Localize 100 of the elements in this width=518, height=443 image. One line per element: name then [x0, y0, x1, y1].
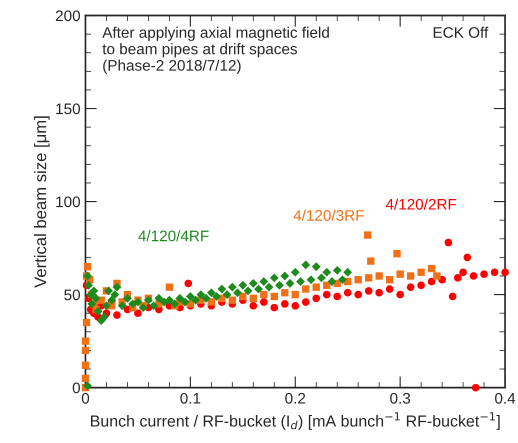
point: [175, 294, 184, 303]
point: [322, 290, 331, 298]
point: [333, 292, 342, 300]
point: [393, 250, 401, 258]
point: [281, 289, 288, 296]
point: [343, 268, 352, 277]
point: [107, 296, 116, 305]
point: [354, 276, 362, 284]
point: [170, 300, 180, 308]
point: [250, 302, 258, 310]
point: [260, 290, 268, 298]
y-tick-label: 0: [72, 382, 80, 394]
point: [228, 296, 236, 304]
point: [312, 262, 321, 272]
point: [84, 280, 94, 290]
point: [328, 277, 336, 286]
point: [302, 298, 310, 306]
point: [196, 290, 206, 299]
series-label: 4/120/3RF: [294, 210, 364, 221]
point: [244, 286, 252, 296]
point: [212, 292, 221, 301]
point: [301, 260, 310, 270]
point: [472, 384, 480, 392]
point: [433, 272, 441, 280]
point: [396, 270, 404, 278]
point: [144, 296, 153, 305]
x-tick-label: 0.4: [495, 392, 516, 404]
point: [338, 275, 347, 284]
point: [364, 287, 372, 295]
point: [270, 292, 278, 300]
point: [501, 268, 509, 276]
point: [386, 276, 394, 284]
point: [113, 311, 121, 319]
point: [82, 346, 90, 354]
point: [322, 268, 332, 277]
point: [280, 272, 290, 280]
point: [92, 294, 100, 303]
point: [264, 282, 274, 292]
point: [317, 273, 326, 282]
point: [323, 282, 330, 289]
point: [396, 290, 404, 298]
x-tick-label: 0.2: [285, 392, 306, 404]
point: [312, 294, 320, 302]
annotation: After applying axial magnetic field to beam pipes at drift spaces (Phase-2 2018/7/12): [102, 26, 329, 74]
point: [480, 270, 488, 278]
x-tick-label: 0.1: [180, 392, 200, 404]
point: [254, 284, 263, 294]
point: [470, 272, 478, 280]
point: [134, 298, 142, 306]
point: [104, 286, 113, 296]
point: [83, 381, 92, 390]
point: [208, 298, 216, 306]
point: [406, 283, 414, 291]
point: [332, 266, 342, 275]
point: [186, 292, 195, 301]
point: [376, 272, 383, 280]
point: [238, 280, 248, 290]
point: [248, 279, 258, 288]
point: [250, 294, 257, 302]
point: [344, 288, 352, 297]
point: [166, 283, 174, 291]
point: [296, 277, 305, 286]
point: [191, 296, 200, 305]
point: [112, 282, 122, 292]
point: [82, 362, 90, 369]
point: [406, 272, 414, 280]
point: [286, 279, 294, 288]
y-tick-label: 200: [56, 10, 80, 22]
y-axis-title: Vertical beam size [μm]: [34, 116, 50, 288]
point: [364, 231, 372, 239]
point: [110, 290, 120, 299]
point: [275, 280, 284, 290]
text: 4/120/4RF: [138, 230, 209, 242]
point: [138, 303, 148, 312]
x-tick-label: 0: [82, 392, 90, 404]
point: [123, 294, 132, 303]
point: [164, 296, 174, 305]
point: [290, 268, 300, 277]
point: [367, 257, 374, 265]
x-axis-title: Bunch current / RF-bucket (I$_{d}$) [mA bunch$^{−1}$ RF-bucket$^{−1}$]: [91, 412, 500, 430]
point: [306, 275, 316, 284]
point: [354, 290, 362, 298]
point: [82, 318, 90, 326]
point: [292, 290, 299, 298]
point: [428, 278, 436, 286]
point: [463, 254, 472, 262]
point: [444, 238, 452, 246]
point: [206, 288, 216, 298]
point: [154, 294, 164, 303]
point: [386, 285, 394, 293]
point: [417, 281, 425, 290]
point: [459, 268, 467, 276]
point: [280, 300, 289, 308]
point: [102, 301, 111, 310]
point: [82, 337, 90, 345]
y-tick-label: 150: [56, 103, 80, 114]
point: [118, 301, 127, 310]
point: [202, 294, 210, 303]
point: [84, 263, 92, 270]
point: [270, 273, 279, 282]
